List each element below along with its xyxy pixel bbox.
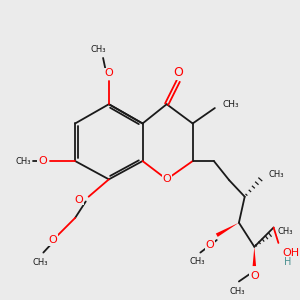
Polygon shape [253, 247, 256, 266]
Text: CH₃: CH₃ [91, 45, 106, 54]
Text: CH₃: CH₃ [278, 227, 293, 236]
Text: CH₃: CH₃ [15, 157, 31, 166]
Text: O: O [38, 156, 47, 166]
Text: CH₃: CH₃ [269, 170, 284, 179]
Text: CH₃: CH₃ [190, 257, 205, 266]
Text: O: O [250, 271, 259, 281]
Text: O: O [49, 235, 57, 245]
Text: CH₃: CH₃ [223, 100, 239, 109]
Text: CH₃: CH₃ [33, 258, 48, 267]
Text: O: O [104, 68, 113, 78]
Text: CH₃: CH₃ [229, 286, 245, 296]
Text: O: O [75, 195, 83, 205]
Text: O: O [162, 174, 171, 184]
Text: O: O [173, 66, 183, 79]
Text: OH: OH [282, 248, 299, 258]
Text: O: O [206, 240, 214, 250]
Text: H: H [284, 257, 292, 267]
Polygon shape [216, 223, 239, 237]
